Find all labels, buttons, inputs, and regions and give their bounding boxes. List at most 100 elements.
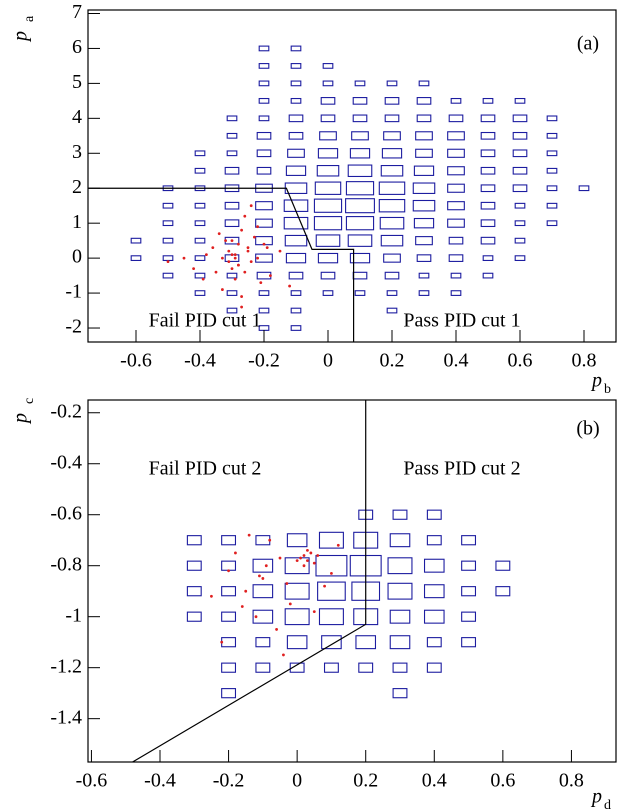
box bbox=[226, 150, 238, 157]
x-tick-label: 0.6 bbox=[490, 770, 515, 792]
point bbox=[316, 554, 320, 557]
box bbox=[284, 608, 310, 626]
box bbox=[384, 97, 400, 105]
point bbox=[205, 253, 208, 257]
point bbox=[246, 249, 250, 253]
point bbox=[166, 260, 170, 264]
point bbox=[336, 543, 340, 547]
box bbox=[162, 202, 174, 209]
box bbox=[416, 114, 432, 123]
annotation: Fail PID cut 1 bbox=[149, 310, 262, 332]
x-tick-label: -0.4 bbox=[184, 350, 216, 372]
point bbox=[258, 574, 261, 578]
box bbox=[221, 637, 237, 648]
box bbox=[320, 114, 336, 123]
box bbox=[226, 290, 238, 296]
box bbox=[318, 531, 344, 549]
box bbox=[482, 255, 494, 262]
x-tick-label: -0.6 bbox=[120, 350, 152, 372]
box bbox=[380, 164, 404, 177]
box bbox=[290, 97, 302, 104]
point bbox=[227, 260, 231, 264]
point bbox=[282, 653, 285, 657]
box bbox=[345, 181, 375, 196]
x-tick-label: 0 bbox=[323, 350, 333, 372]
box bbox=[512, 166, 528, 175]
box bbox=[226, 272, 238, 279]
box bbox=[514, 255, 526, 262]
point bbox=[192, 267, 196, 271]
point bbox=[214, 270, 218, 274]
box bbox=[352, 97, 368, 105]
box bbox=[347, 164, 373, 178]
box bbox=[386, 290, 398, 296]
cut-line bbox=[132, 400, 367, 762]
box bbox=[162, 237, 174, 244]
box bbox=[384, 271, 400, 280]
box bbox=[258, 80, 270, 87]
box bbox=[352, 114, 368, 123]
box bbox=[256, 149, 272, 158]
box bbox=[186, 611, 202, 622]
y-tick-label: 0 bbox=[72, 246, 82, 268]
box bbox=[256, 271, 272, 280]
box bbox=[416, 254, 432, 262]
box bbox=[450, 97, 462, 104]
y-label-symbol: p bbox=[10, 31, 32, 43]
point bbox=[288, 602, 292, 606]
box bbox=[252, 584, 274, 599]
point bbox=[230, 253, 234, 257]
point bbox=[221, 288, 224, 291]
point bbox=[285, 582, 289, 585]
point bbox=[237, 263, 240, 267]
point bbox=[224, 239, 228, 243]
point bbox=[227, 249, 231, 253]
box bbox=[480, 201, 496, 210]
box bbox=[480, 184, 496, 193]
cut-line bbox=[88, 187, 355, 342]
point bbox=[249, 204, 253, 208]
point bbox=[230, 267, 234, 271]
box bbox=[284, 234, 308, 247]
box bbox=[426, 637, 442, 648]
box bbox=[378, 181, 406, 195]
point bbox=[259, 281, 263, 284]
y-tick-label: -1.2 bbox=[50, 655, 82, 677]
y-tick-label: -1 bbox=[65, 281, 82, 303]
box bbox=[546, 202, 558, 209]
x-tick-label: -0.2 bbox=[248, 350, 280, 372]
x-tick-label: 0.8 bbox=[559, 770, 584, 792]
box bbox=[514, 237, 526, 244]
box bbox=[194, 220, 206, 227]
box bbox=[319, 131, 337, 141]
point bbox=[254, 615, 258, 619]
box bbox=[380, 234, 404, 247]
box bbox=[322, 80, 334, 87]
box bbox=[546, 167, 558, 174]
point bbox=[323, 584, 326, 588]
box bbox=[194, 150, 206, 157]
box bbox=[322, 290, 334, 296]
box bbox=[379, 216, 405, 230]
point bbox=[246, 246, 250, 250]
y-tick-label: -0.2 bbox=[50, 400, 82, 422]
box bbox=[480, 114, 496, 123]
box bbox=[448, 114, 464, 123]
box bbox=[423, 558, 445, 573]
box bbox=[423, 584, 445, 599]
box bbox=[450, 272, 462, 279]
box bbox=[258, 97, 270, 104]
box bbox=[322, 63, 334, 69]
box bbox=[258, 115, 270, 122]
x-tick-label: 0.4 bbox=[422, 770, 447, 792]
x-tick-label: 0 bbox=[292, 770, 302, 792]
point bbox=[312, 561, 316, 565]
y-label-subscript: a bbox=[22, 15, 37, 22]
point bbox=[302, 564, 306, 568]
box bbox=[186, 586, 202, 597]
point bbox=[268, 538, 272, 542]
box bbox=[352, 271, 368, 280]
point bbox=[233, 277, 237, 281]
box bbox=[415, 236, 433, 246]
box bbox=[413, 165, 435, 176]
